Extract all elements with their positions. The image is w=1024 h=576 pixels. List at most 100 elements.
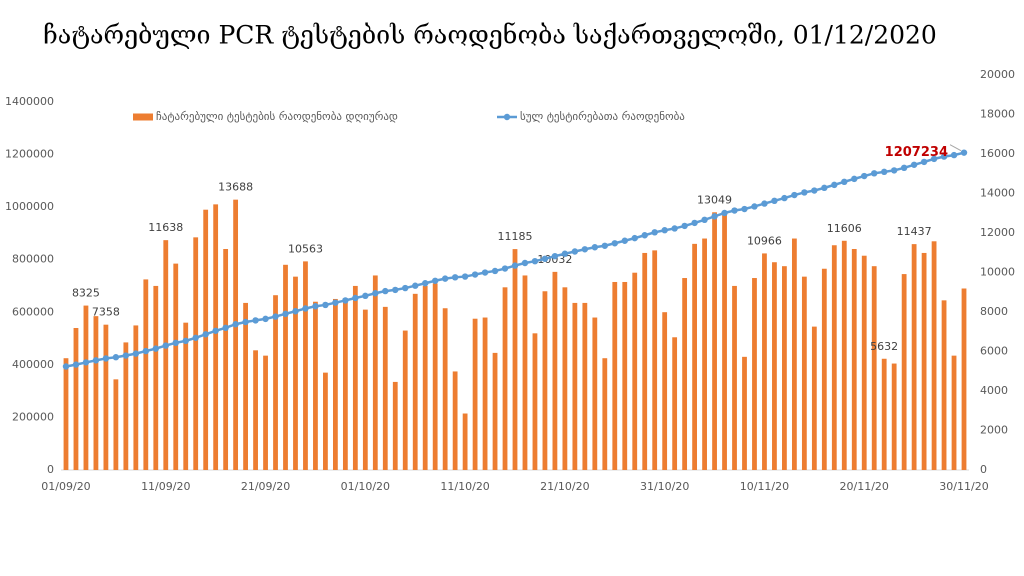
bar (811, 326, 817, 470)
bar (223, 248, 229, 470)
label-leader (949, 144, 962, 152)
bar (592, 317, 598, 470)
line-marker (491, 267, 499, 275)
line-marker (192, 334, 199, 341)
line-marker (72, 361, 80, 368)
bar (512, 249, 518, 470)
line-marker (242, 318, 249, 326)
line-marker (721, 209, 728, 217)
bar (502, 287, 508, 470)
bar (861, 255, 867, 470)
line-marker (880, 168, 888, 176)
line-marker (92, 357, 100, 364)
line-marker (621, 237, 628, 244)
bar (732, 285, 737, 470)
bar (901, 274, 907, 470)
line-marker (222, 324, 229, 332)
bar (722, 213, 727, 470)
bar (642, 252, 648, 470)
line-marker (611, 240, 618, 247)
bar (183, 322, 189, 470)
bar (452, 371, 458, 470)
line-marker (551, 252, 559, 260)
bar (602, 358, 608, 470)
data-label: 10563 (288, 242, 323, 255)
line-marker (651, 229, 658, 236)
line-marker (132, 350, 140, 357)
chart-title: ჩატარებული PCR ტესტების რაოდენობა საქართ… (43, 21, 937, 50)
bar (133, 325, 139, 470)
line-marker (661, 227, 668, 234)
line-marker (691, 219, 698, 227)
bar (552, 271, 558, 470)
bar (203, 209, 209, 470)
line-marker (122, 352, 130, 359)
bar (612, 281, 618, 470)
bar (682, 278, 688, 470)
y-tick-label: 1200000 (5, 148, 54, 161)
line-marker (471, 271, 479, 278)
line-marker (461, 273, 469, 280)
line-marker (292, 308, 299, 315)
line-marker (402, 284, 409, 292)
line-marker (172, 339, 179, 347)
x-tick-label: 11/10/20 (440, 480, 489, 493)
line-marker (910, 161, 918, 168)
x-tick-label: 11/09/20 (141, 480, 190, 493)
line-marker (62, 363, 70, 370)
bar (462, 413, 468, 470)
legend-swatch (133, 113, 153, 121)
line-marker (851, 175, 858, 183)
line-marker (771, 197, 778, 205)
bar (342, 301, 348, 470)
bar (622, 281, 628, 470)
line-marker (112, 354, 120, 361)
line-marker (781, 194, 788, 202)
bar (73, 327, 79, 470)
bar (402, 330, 408, 470)
bar (273, 295, 278, 470)
bar (632, 272, 638, 470)
line-marker (451, 274, 459, 281)
y2-tick-label: 20000 (980, 68, 1015, 81)
bar (253, 350, 258, 470)
bar (891, 363, 897, 470)
line-marker (322, 301, 329, 309)
line-marker (631, 234, 638, 242)
bar (941, 300, 947, 470)
line-marker (541, 255, 549, 262)
bar (772, 262, 777, 470)
bar (702, 238, 707, 470)
line-marker (282, 310, 289, 318)
x-tick-label: 01/09/20 (41, 480, 90, 493)
line-marker (272, 313, 279, 320)
line-marker (791, 191, 798, 199)
line-marker (352, 294, 359, 302)
data-label: 13049 (697, 193, 732, 206)
bar (442, 308, 448, 470)
y2-tick-label: 6000 (980, 345, 1008, 358)
bar (692, 243, 698, 470)
data-label: 1207234 (885, 145, 948, 160)
data-label: 11185 (498, 230, 533, 243)
bar (113, 379, 119, 470)
bar (63, 358, 69, 470)
line-marker (392, 286, 399, 294)
bar (652, 250, 658, 470)
x-tick-label: 10/11/20 (740, 480, 789, 493)
line-marker (212, 327, 219, 334)
y-tick-label: 0 (47, 463, 54, 476)
line-marker (262, 315, 269, 323)
line-marker (202, 331, 209, 338)
y-tick-label: 1000000 (5, 200, 54, 213)
bar (332, 298, 338, 470)
y2-tick-label: 12000 (980, 226, 1015, 239)
line-marker (581, 246, 589, 253)
data-label: 11638 (148, 221, 183, 234)
bar (851, 248, 857, 470)
line-marker (731, 207, 738, 214)
bar (83, 305, 89, 470)
line-marker (641, 232, 648, 239)
line-marker (421, 280, 429, 287)
